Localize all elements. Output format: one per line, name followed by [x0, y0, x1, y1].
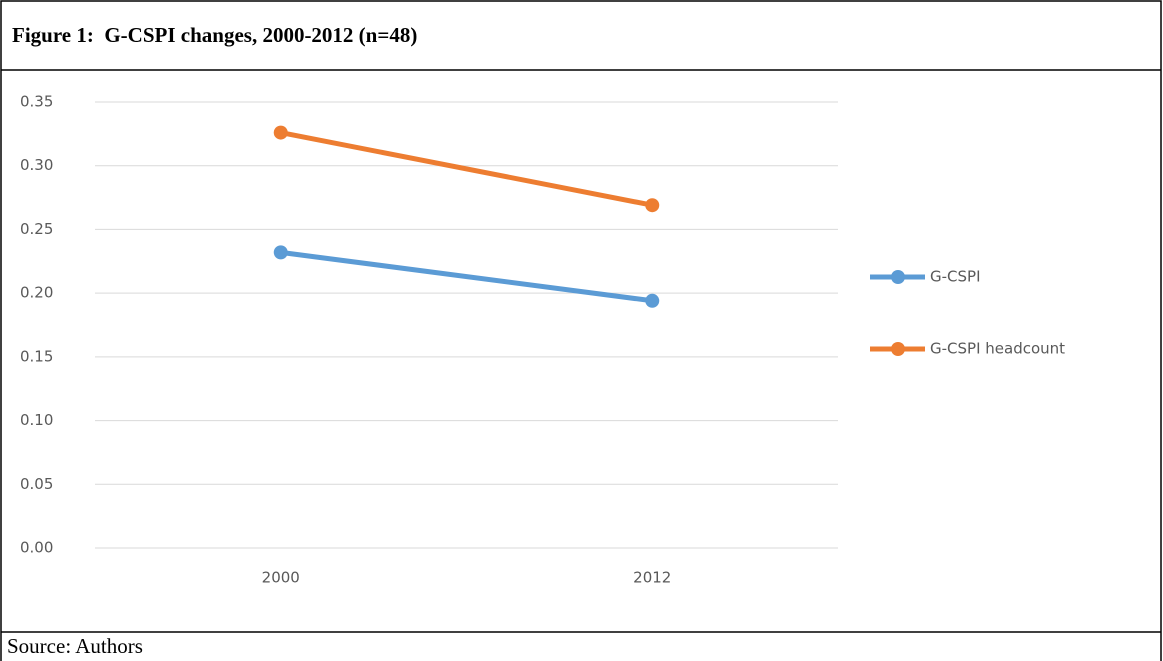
x-tick-label: 2012 — [633, 569, 671, 587]
y-tick-label: 0.30 — [20, 156, 53, 174]
y-tick-label: 0.00 — [20, 539, 53, 557]
y-tick-label: 0.15 — [20, 347, 53, 365]
point — [273, 125, 288, 140]
y-tick-label: 0.25 — [20, 220, 53, 238]
source-note: Source: Authors — [7, 634, 143, 658]
point — [645, 198, 660, 213]
series-line — [280, 249, 653, 304]
series-line — [280, 130, 653, 208]
y-tick-label: 0.10 — [20, 411, 53, 429]
y-tick-label: 0.20 — [20, 284, 53, 302]
legend-label: G-CSPI — [930, 268, 981, 286]
y-tick-label: 0.35 — [20, 93, 53, 111]
chart-title: Figure 1: G-CSPI changes, 2000-2012 (n=4… — [12, 23, 417, 47]
x-tick-label: 2000 — [262, 569, 300, 587]
legend-marker — [891, 270, 905, 284]
legend-marker — [891, 342, 905, 356]
y-tick-label: 0.05 — [20, 475, 53, 493]
legend-label: G-CSPI headcount — [930, 340, 1065, 358]
point — [645, 293, 660, 308]
point — [273, 245, 288, 260]
